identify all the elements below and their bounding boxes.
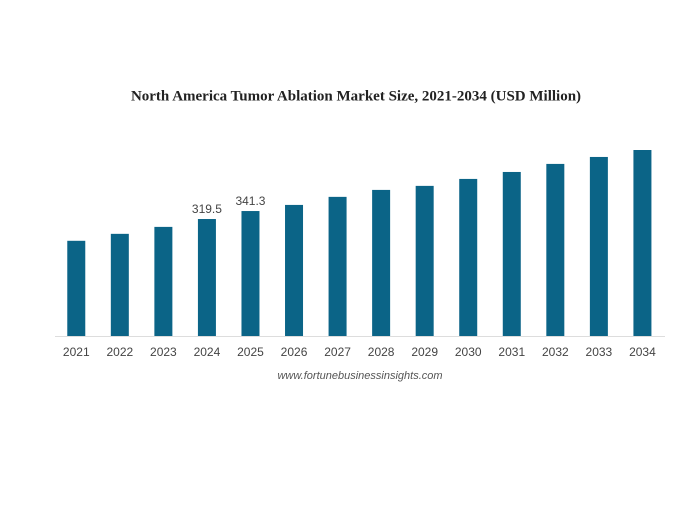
x-tick-label: 2022 (106, 345, 133, 359)
bar (285, 204, 304, 336)
x-tick-label: 2029 (411, 345, 438, 359)
bar (328, 196, 347, 336)
bar (67, 240, 86, 336)
bar (415, 185, 434, 336)
x-tick-label: 2025 (237, 345, 264, 359)
bar (197, 219, 216, 336)
bar (154, 226, 173, 336)
data-label: 319.5 (192, 202, 222, 216)
x-tick-label: 2031 (498, 345, 525, 359)
x-tick-label: 2026 (281, 345, 308, 359)
source: www.fortunebusinessinsights.com (277, 370, 442, 382)
bar (372, 189, 391, 336)
bar (633, 150, 652, 336)
x-tick-label: 2024 (194, 345, 221, 359)
x-tick-label: 2027 (324, 345, 351, 359)
bar (502, 171, 521, 336)
chart-title: North America Tumor Ablation Market Size… (131, 88, 581, 104)
bar (241, 211, 260, 336)
x-tick-label: 2028 (368, 345, 395, 359)
x-tick-label: 2033 (586, 345, 613, 359)
bar (589, 156, 608, 336)
x-tick-label: 2023 (150, 345, 177, 359)
x-tick-label: 2021 (63, 345, 90, 359)
x-tick-label: 2032 (542, 345, 569, 359)
bar (110, 233, 129, 336)
x-tick-label: 2030 (455, 345, 482, 359)
x-tick-label: 2034 (629, 345, 656, 359)
bar (459, 178, 478, 336)
data-label: 341.3 (235, 194, 265, 208)
bar (546, 163, 565, 336)
